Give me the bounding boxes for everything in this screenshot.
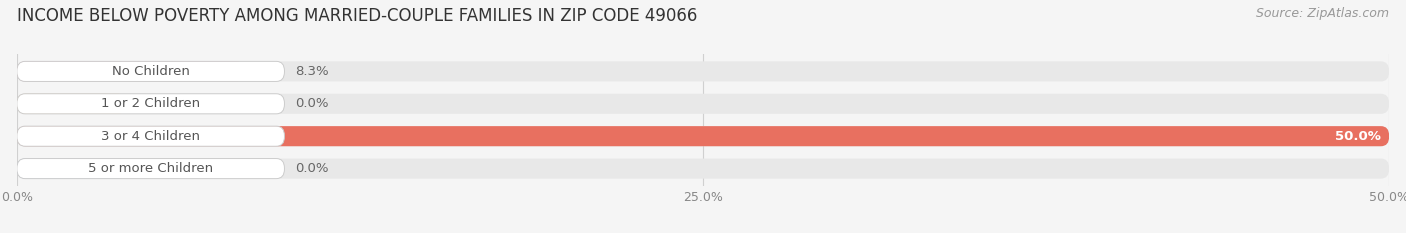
Text: 8.3%: 8.3% [295, 65, 329, 78]
FancyBboxPatch shape [17, 126, 284, 146]
Text: No Children: No Children [111, 65, 190, 78]
FancyBboxPatch shape [17, 94, 127, 114]
Text: 3 or 4 Children: 3 or 4 Children [101, 130, 200, 143]
Text: Source: ZipAtlas.com: Source: ZipAtlas.com [1256, 7, 1389, 20]
FancyBboxPatch shape [17, 126, 1389, 146]
Text: INCOME BELOW POVERTY AMONG MARRIED-COUPLE FAMILIES IN ZIP CODE 49066: INCOME BELOW POVERTY AMONG MARRIED-COUPL… [17, 7, 697, 25]
FancyBboxPatch shape [17, 158, 284, 179]
FancyBboxPatch shape [17, 158, 127, 179]
Text: 5 or more Children: 5 or more Children [89, 162, 214, 175]
FancyBboxPatch shape [17, 94, 284, 114]
FancyBboxPatch shape [17, 94, 1389, 114]
Text: 1 or 2 Children: 1 or 2 Children [101, 97, 200, 110]
FancyBboxPatch shape [17, 61, 1389, 82]
Text: 0.0%: 0.0% [295, 162, 329, 175]
FancyBboxPatch shape [17, 61, 284, 82]
Text: 50.0%: 50.0% [1336, 130, 1381, 143]
FancyBboxPatch shape [17, 126, 1389, 146]
Text: 0.0%: 0.0% [295, 97, 329, 110]
FancyBboxPatch shape [17, 61, 245, 82]
FancyBboxPatch shape [17, 158, 1389, 179]
